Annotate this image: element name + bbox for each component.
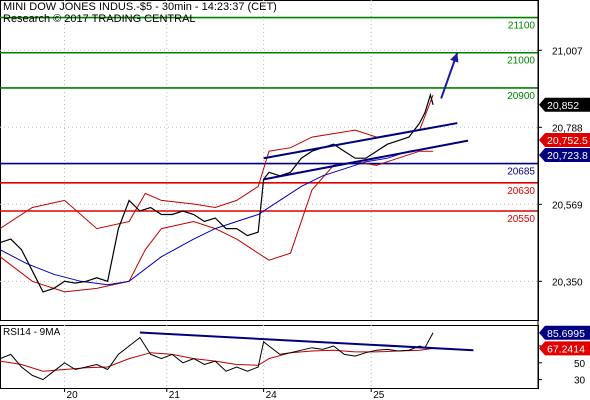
- price-tag-0-label: 20,852: [547, 100, 579, 112]
- forecast-arrow-head: [450, 52, 459, 63]
- rsi-tick-label-2: 30: [574, 376, 586, 387]
- price-line: [0, 92, 434, 293]
- chart-title: MINI DOW JONES INDUS.-$5 - 30min - 14:23…: [3, 1, 277, 13]
- rsi-tag-0-bg: [539, 325, 590, 340]
- bollinger-upper-line: [0, 94, 434, 230]
- rsi-frame: [0, 325, 539, 389]
- level-label-1: 21000: [507, 56, 535, 67]
- price-frame: [0, 0, 539, 321]
- price-tick-label-3: 20,350: [552, 277, 583, 288]
- level-label-3: 20685: [507, 167, 535, 178]
- x-axis: 20 21 24 25: [64, 388, 385, 400]
- price-tick-label-0: 21,007: [552, 46, 583, 57]
- copyright-text: Research © 2017 TRADING CENTRAL: [3, 13, 196, 25]
- level-label-0: 21100: [508, 21, 536, 32]
- rsi-line: [0, 332, 434, 381]
- level-label-2: 20900: [507, 91, 535, 102]
- price-tag-1-label: 20,752.5: [547, 135, 588, 147]
- price-panel: 21,007 20,788 20,569 20,350 21100 21000 20900 2…: [0, 0, 590, 321]
- level-label-5: 20550: [507, 214, 535, 225]
- rsi-trendline: [139, 331, 474, 352]
- rsi-tick-label-1: 50: [574, 359, 586, 370]
- x-tick-label-0: 20: [67, 390, 79, 400]
- price-tick-label-1: 20,788: [552, 123, 583, 134]
- rsi-title: RSI14 - 9MA: [3, 327, 61, 338]
- price-tag-0-bg: [539, 97, 590, 112]
- x-tick-label-2: 24: [266, 390, 278, 400]
- price-tick-label-2: 20,569: [552, 200, 583, 211]
- x-tick-label-3: 25: [373, 390, 385, 400]
- bollinger-lower-line: [0, 150, 434, 293]
- moving-average-line: [0, 147, 434, 286]
- level-label-4: 20630: [507, 186, 535, 197]
- rsi-tag-1-label: 67.2414: [547, 343, 585, 355]
- rsi-ma-line: [0, 347, 434, 372]
- rsi-tag-0-label: 85.6995: [547, 328, 585, 340]
- channel-line: [263, 139, 469, 181]
- price-tag-2-bg: [539, 147, 590, 162]
- rsi-tag-1-bg: [539, 341, 590, 356]
- price-tag-2-label: 20,723.8: [547, 150, 588, 162]
- price-tag-1-bg: [539, 132, 590, 147]
- channel-line: [263, 122, 458, 160]
- x-tick-label-1: 21: [169, 390, 181, 400]
